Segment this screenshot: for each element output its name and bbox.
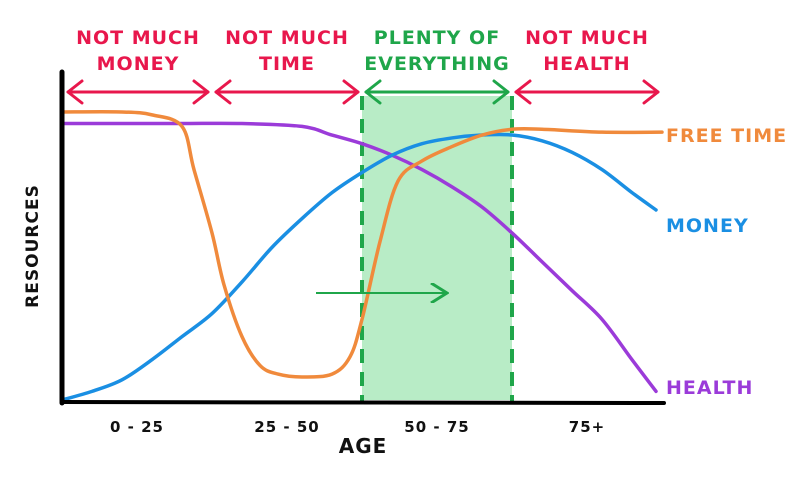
range-annotation-label: HEALTH [543,53,630,75]
x-axis-label: AGE [339,434,388,458]
range-annotation-label: NOT MUCH [76,27,200,49]
x-tick-label: 50 - 75 [404,418,469,436]
range-annotation-label: MONEY [97,53,180,75]
range-annotation: NOT MUCH MONEY [66,27,210,105]
range-annotation-label: EVERYTHING [364,53,509,75]
y-axis-label: RESOURCES [23,184,43,308]
series-line-health [60,121,658,394]
plenty-band [362,96,512,400]
range-annotation-label: TIME [259,53,315,75]
band-boundaries [360,96,514,402]
range-annotation-label: PLENTY OF [374,27,500,49]
series-line-free-time [60,110,664,379]
range-annotation: NOT MUCH TIME [214,27,360,105]
series-label-money: MONEY [666,215,749,237]
x-tick-label: 25 - 50 [254,418,319,436]
series-label-free-time: FREE TIME [666,125,787,147]
range-annotation-label: NOT MUCH [525,27,649,49]
range-annotation: NOT MUCH HEALTH [514,27,660,105]
x-tick-label: 0 - 25 [110,418,164,436]
range-annotation-label: NOT MUCH [225,27,349,49]
x-axis [60,400,666,405]
range-annotation: PLENTY OF EVERYTHING [364,27,510,105]
series-line-money [60,132,658,402]
series-label-health: HEALTH [666,377,753,399]
x-tick-label: 75+ [569,418,605,436]
